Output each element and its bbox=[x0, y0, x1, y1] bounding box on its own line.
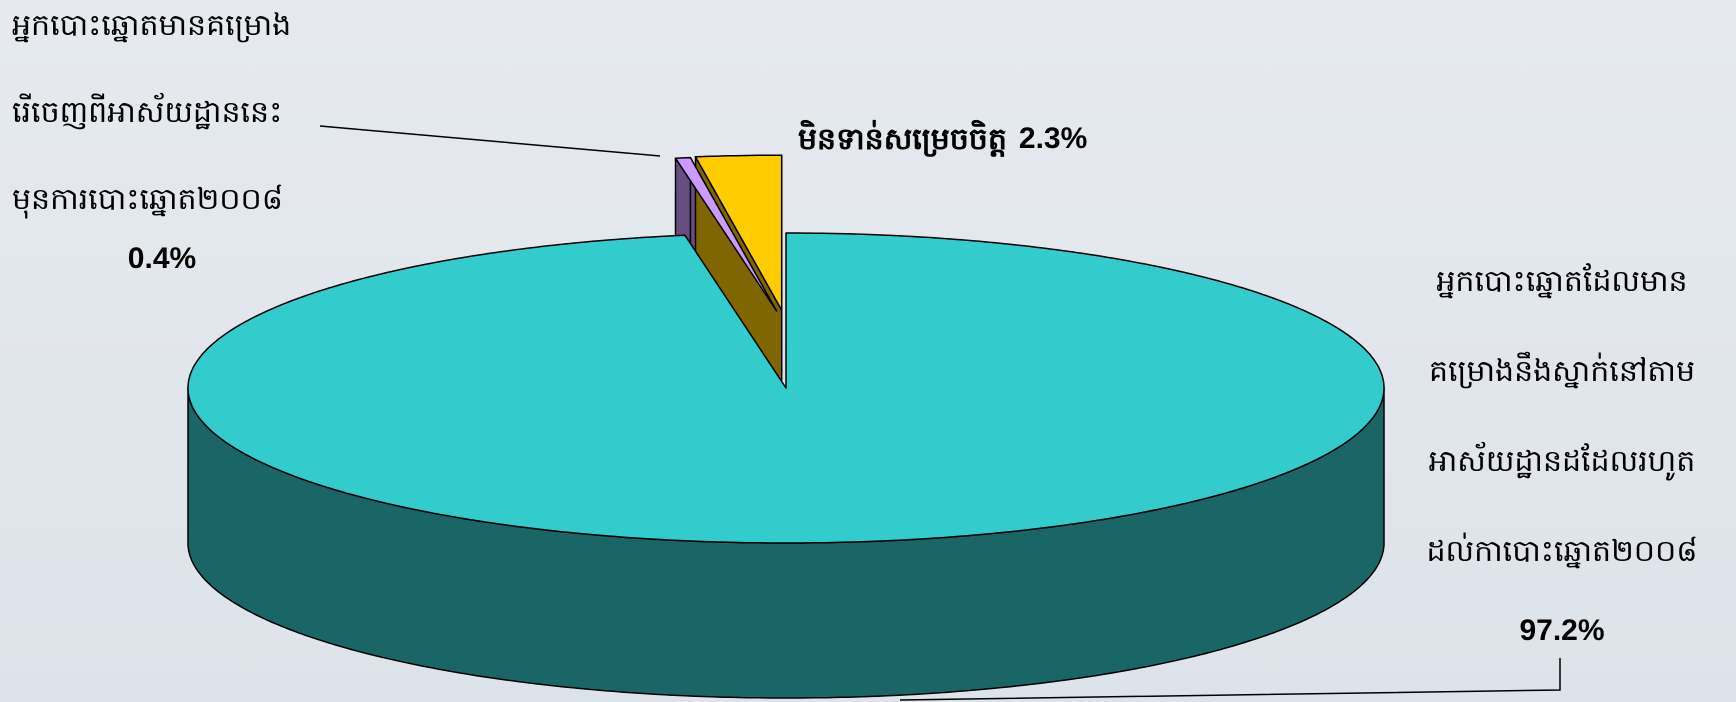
leader-line bbox=[319, 125, 661, 157]
label-line: មុនការបោះឆ្នោត២០០៨ bbox=[12, 182, 283, 219]
data-label: អ្នកបោះឆ្នោតមានគម្រោងរើចេញពីអាស័យដ្ឋាននេ… bbox=[12, 8, 291, 219]
label-line: អ្នកបោះឆ្នោតមានគម្រោង bbox=[12, 8, 291, 43]
label-line: គម្រោងនឹងស្នាក់នៅតាម bbox=[1429, 351, 1695, 389]
slice bbox=[674, 156, 778, 312]
label-line: អ្នកបោះឆ្នោតដែលមាន bbox=[1436, 263, 1687, 299]
leader-line bbox=[899, 658, 1561, 701]
label-line: រើចេញពីអាស័យដ្ឋាននេះ bbox=[12, 92, 282, 130]
data-label: មិនទាន់សម្រេចចិត្ត 2.3% bbox=[798, 119, 1087, 157]
label-line: ដល់កាបោះឆ្នោត២០០៨ bbox=[1427, 532, 1698, 569]
slice bbox=[694, 154, 783, 311]
label-line: អាស័យដ្ឋានដដែលរហូត bbox=[1429, 441, 1696, 481]
label-line: មិនទាន់សម្រេចចិត្ត bbox=[798, 119, 1007, 157]
value-label: 0.4% bbox=[128, 242, 196, 275]
slice bbox=[187, 232, 1385, 544]
value-label: 2.3% bbox=[1019, 122, 1087, 155]
data-label: អ្នកបោះឆ្នោតដែលមានគម្រោងនឹងស្នាក់នៅតាមអា… bbox=[1427, 263, 1698, 569]
value-label: 97.2% bbox=[1519, 614, 1604, 647]
